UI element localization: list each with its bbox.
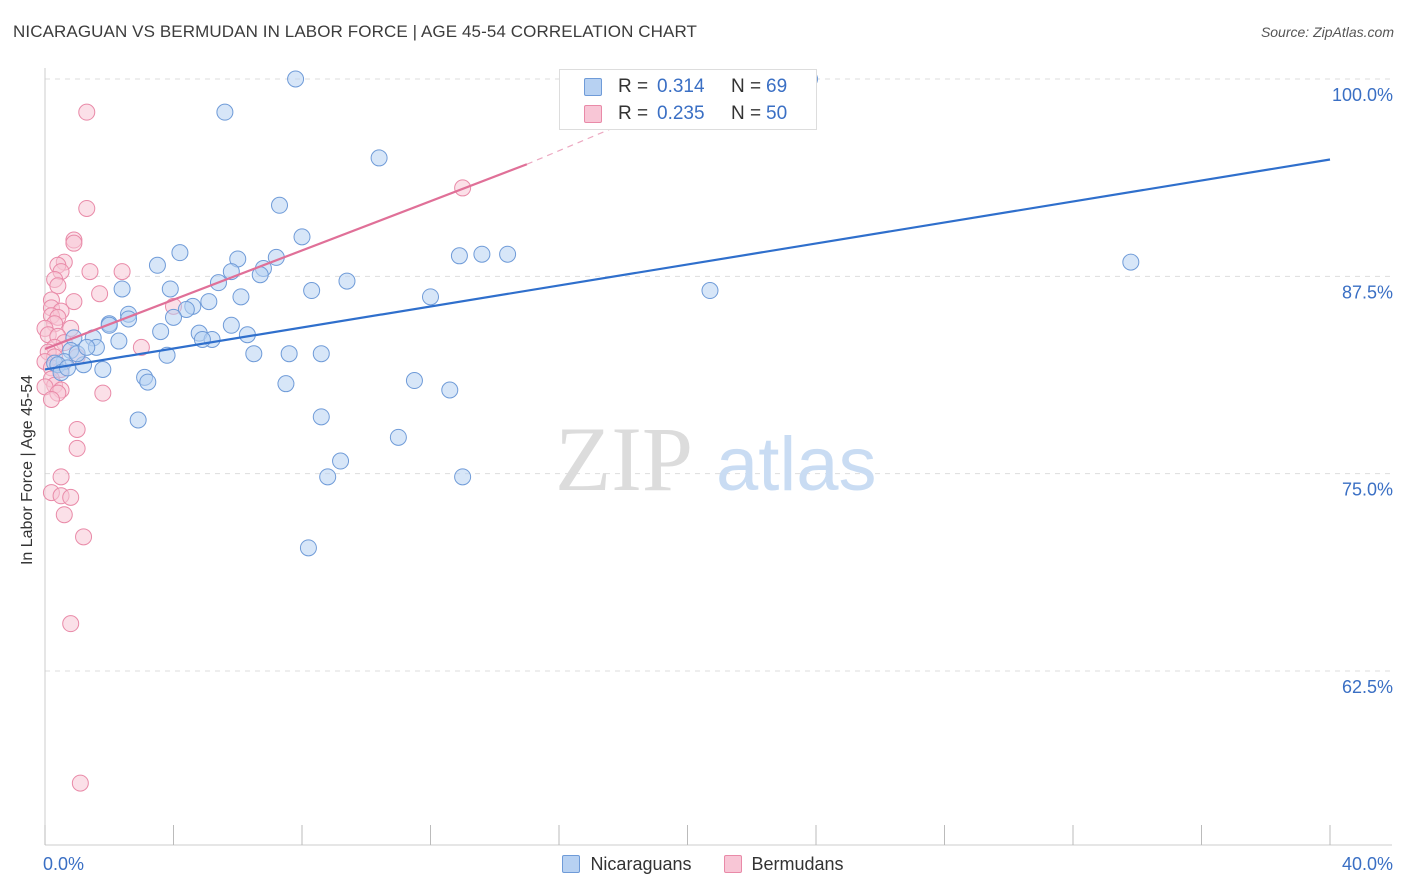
bermudan-trend-line — [44, 163, 528, 350]
nicaraguan-point — [293, 228, 311, 246]
nicaraguan-point — [370, 149, 388, 167]
x-tick-label: 0.0% — [43, 854, 84, 874]
y-tick-label: 75.0% — [1342, 480, 1393, 500]
r-value: 0.235 — [657, 102, 705, 124]
watermark-zip: ZIP — [555, 408, 693, 510]
nicaraguan-point — [78, 338, 96, 356]
stats-legend: R = 0.314 N = 69 R = 0.235 N = 50 — [559, 69, 817, 130]
r-value: 0.314 — [657, 75, 705, 97]
bermudan-point — [78, 103, 96, 121]
y-axis-label: In Labor Force | Age 45-54 — [19, 374, 36, 566]
nicaraguan-point — [148, 256, 166, 274]
n-label: N = — [731, 75, 762, 97]
axes — [44, 68, 1392, 846]
y-tick-label: 100.0% — [1332, 85, 1393, 105]
y-tick-label: 62.5% — [1342, 677, 1393, 697]
nicaraguan-point — [245, 345, 263, 363]
legend-item-nicaraguans[interactable]: Nicaraguans — [562, 852, 692, 876]
nicaraguan-point — [200, 293, 218, 311]
bermudan-point — [113, 263, 131, 281]
bermudan-point — [91, 285, 109, 303]
nicaraguan-point — [171, 244, 189, 262]
nicaraguan-point — [216, 103, 234, 121]
bermudan-point — [71, 774, 89, 792]
trend-lines — [44, 116, 1331, 371]
n-label: N = — [731, 102, 762, 124]
nicaraguan-point — [701, 282, 719, 300]
bermudan-point — [65, 293, 83, 311]
nicaraguan-point — [129, 411, 147, 429]
bermudan-point — [62, 488, 80, 506]
legend-item-bermudans[interactable]: Bermudans — [723, 852, 844, 876]
bottom-legend: Nicaraguans Bermudans — [0, 852, 1406, 876]
bermudan-point — [42, 390, 60, 408]
r-label: R = — [618, 102, 649, 124]
bermudan-point — [62, 615, 80, 633]
nicaraguan-points — [46, 70, 1140, 557]
nicaraguan-point — [113, 280, 131, 298]
nicaraguan-point — [161, 280, 179, 298]
nicaraguan-point — [312, 345, 330, 363]
n-value: 69 — [766, 75, 788, 97]
nicaraguan-point — [319, 468, 337, 486]
nicaraguan-point — [332, 452, 350, 470]
nicaraguan-point — [338, 272, 356, 290]
nicaraguan-point — [312, 408, 330, 426]
nicaraguan-point — [450, 247, 468, 265]
tick-labels: 100.0% 87.5% 75.0% 62.5% 0.0% 40.0% — [43, 85, 1393, 874]
nicaraguan-point — [280, 345, 298, 363]
nicaraguan-point — [152, 323, 170, 341]
watermark-atlas: atlas — [716, 422, 877, 507]
n-value: 50 — [766, 102, 788, 124]
bermudan-point — [68, 420, 86, 438]
nicaraguan-point — [165, 308, 182, 326]
nicaraguan-point — [277, 375, 295, 393]
nicaraguan-point — [177, 300, 195, 318]
nicaraguan-trend-line — [44, 158, 1331, 371]
nicaraguans-legend-swatch — [562, 855, 581, 873]
nicaraguan-point — [441, 381, 459, 399]
nicaraguan-point — [222, 316, 240, 334]
y-tick-label: 87.5% — [1342, 282, 1393, 302]
nicaraguan-point — [454, 468, 472, 486]
nicaraguan-point — [271, 196, 289, 214]
bermudan-point — [132, 338, 150, 356]
nicaraguan-point — [499, 245, 517, 263]
nicaraguan-point — [287, 70, 305, 88]
nicaraguan-point — [110, 332, 128, 350]
bermudans-legend-swatch — [723, 855, 742, 873]
bermudan-point — [78, 199, 96, 217]
bermudan-points — [36, 103, 472, 792]
x-tick-label: 40.0% — [1342, 854, 1393, 874]
legend-label-nicaraguans: Nicaraguans — [590, 853, 692, 874]
nicaraguan-point — [139, 373, 157, 391]
nicaraguan-point — [232, 288, 250, 306]
nicaraguan-point — [58, 359, 76, 377]
nicaraguan-point — [473, 245, 491, 263]
watermark: ZIP atlas — [555, 408, 877, 510]
bermudan-point — [68, 439, 86, 457]
bermudan-point — [65, 234, 83, 252]
nicaraguan-point — [1122, 253, 1140, 271]
bermudan-point — [52, 468, 70, 486]
legend-label-bermudans: Bermudans — [751, 853, 844, 874]
grid-lines — [45, 78, 1390, 672]
bermudans-swatch — [584, 104, 602, 123]
nicaraguan-point — [405, 372, 423, 390]
nicaraguan-point — [94, 360, 112, 378]
nicaraguans-swatch — [584, 77, 602, 96]
nicaraguan-point — [299, 539, 317, 557]
bermudan-point — [55, 506, 73, 524]
nicaraguan-point — [422, 288, 439, 306]
bermudan-point — [75, 528, 93, 546]
r-label: R = — [618, 75, 649, 97]
chart-title: NICARAGUAN VS BERMUDAN IN LABOR FORCE | … — [13, 22, 698, 41]
nicaraguan-point — [303, 282, 321, 300]
nicaraguan-point — [389, 428, 407, 446]
bermudan-point — [49, 277, 67, 295]
bermudan-point — [81, 263, 99, 281]
source-label: Source: ZipAtlas.com — [1260, 24, 1394, 40]
bermudan-point — [94, 384, 112, 402]
